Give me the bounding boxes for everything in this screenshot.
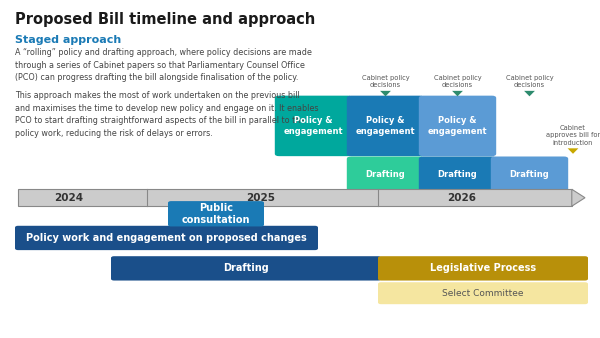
- Text: Policy &
engagement: Policy & engagement: [284, 116, 343, 136]
- Text: Cabinet policy
decisions: Cabinet policy decisions: [506, 75, 553, 88]
- Text: Cabinet policy
decisions: Cabinet policy decisions: [362, 75, 409, 88]
- Text: Drafting: Drafting: [509, 170, 550, 179]
- Text: Cabinet policy
decisions: Cabinet policy decisions: [434, 75, 481, 88]
- Text: Drafting: Drafting: [437, 170, 478, 179]
- FancyBboxPatch shape: [275, 96, 352, 156]
- Text: Select Committee: Select Committee: [442, 289, 524, 298]
- FancyBboxPatch shape: [168, 201, 264, 226]
- FancyBboxPatch shape: [419, 156, 496, 193]
- Text: Public
consultation: Public consultation: [182, 202, 250, 225]
- Text: Policy &
engagement: Policy & engagement: [428, 116, 487, 136]
- Text: Legislative Process: Legislative Process: [430, 263, 536, 273]
- FancyBboxPatch shape: [491, 156, 568, 193]
- Text: 2025: 2025: [247, 193, 275, 203]
- FancyBboxPatch shape: [18, 189, 572, 206]
- Text: This approach makes the most of work undertaken on the previous bill
and maximis: This approach makes the most of work und…: [15, 91, 319, 138]
- Polygon shape: [380, 91, 391, 96]
- Text: 2024: 2024: [55, 193, 83, 203]
- Polygon shape: [524, 91, 535, 96]
- Text: Proposed Bill timeline and approach: Proposed Bill timeline and approach: [15, 12, 315, 27]
- Text: 2026: 2026: [448, 193, 476, 203]
- Text: Policy work and engagement on proposed changes: Policy work and engagement on proposed c…: [26, 233, 307, 243]
- FancyBboxPatch shape: [347, 156, 424, 193]
- FancyBboxPatch shape: [347, 96, 424, 156]
- Text: Drafting: Drafting: [223, 263, 269, 273]
- Text: Policy &
engagement: Policy & engagement: [356, 116, 415, 136]
- Text: Drafting: Drafting: [365, 170, 406, 179]
- Text: A “rolling” policy and drafting approach, where policy decisions are made
throug: A “rolling” policy and drafting approach…: [15, 48, 312, 82]
- Polygon shape: [572, 189, 585, 206]
- FancyBboxPatch shape: [378, 282, 588, 304]
- Text: Staged approach: Staged approach: [15, 35, 121, 46]
- FancyBboxPatch shape: [111, 256, 381, 281]
- FancyBboxPatch shape: [15, 226, 318, 250]
- Text: Cabinet
approves bill for
introduction: Cabinet approves bill for introduction: [546, 125, 600, 146]
- FancyBboxPatch shape: [419, 96, 496, 156]
- FancyBboxPatch shape: [378, 256, 588, 281]
- Polygon shape: [568, 148, 578, 154]
- Polygon shape: [452, 91, 463, 96]
